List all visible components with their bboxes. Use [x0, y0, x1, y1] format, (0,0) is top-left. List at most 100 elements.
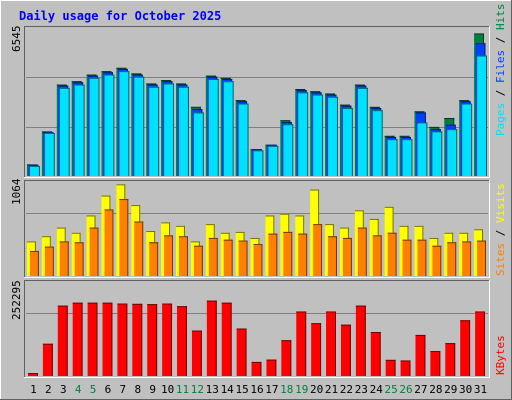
legend-hits: Hits — [494, 4, 507, 31]
bar-kbytes — [326, 311, 336, 376]
bar-sites — [104, 209, 114, 276]
bar-pages — [357, 87, 368, 176]
bar-pages — [313, 94, 324, 176]
legend-sep-2: / — [494, 37, 507, 44]
bar-pages — [134, 76, 145, 176]
bar-pages — [387, 139, 398, 176]
bar-sites — [238, 240, 248, 276]
day-labels: 1 2 3 4 5 6 7 8 9 10 11 12 13 14 15 16 17 18 19 20 21 22 23 24 2… — [30, 383, 487, 396]
bar-pages — [193, 112, 204, 176]
bar-sites — [74, 242, 84, 276]
bar-pages — [342, 107, 353, 176]
bar-pages — [447, 129, 458, 176]
day-label: 22 — [340, 383, 353, 396]
bar-kbytes — [370, 332, 381, 376]
bar-kbytes — [445, 343, 456, 376]
bar-kbytes — [191, 330, 202, 376]
day-label: 8 — [134, 383, 141, 396]
day-label: 3 — [60, 383, 67, 396]
day-label: 14 — [221, 383, 235, 396]
bar-pages — [59, 87, 70, 176]
day-label: 11 — [176, 383, 189, 396]
bar-kbytes — [72, 302, 83, 376]
legend-files: Files — [494, 50, 507, 83]
day-label: 1 — [30, 383, 37, 396]
hits-legend: Pages / Files / Hits — [494, 4, 507, 137]
bar-pages — [402, 139, 413, 176]
bar-sites — [149, 242, 159, 276]
bar-sites — [193, 245, 203, 276]
bar-sites — [44, 246, 54, 276]
bar-kbytes — [430, 351, 441, 376]
bar-kbytes — [355, 305, 366, 376]
day-label: 13 — [206, 383, 219, 396]
bar-kbytes — [266, 359, 277, 376]
bar-sites — [387, 232, 397, 276]
day-label: 25 — [385, 383, 398, 396]
bar-pages — [328, 96, 338, 176]
day-label: 24 — [370, 383, 384, 396]
day-label: 10 — [161, 383, 174, 396]
kbytes-panel — [24, 280, 490, 378]
bar-pages — [119, 71, 130, 176]
day-label: 19 — [295, 383, 308, 396]
bar-sites — [328, 236, 337, 276]
bar-pages — [74, 84, 85, 176]
bar-kbytes — [42, 343, 53, 376]
legend-sites: Sites — [494, 243, 507, 276]
bar-sites — [477, 240, 486, 276]
day-label: 27 — [414, 383, 427, 396]
bar-sites — [179, 236, 188, 276]
bar-pages — [179, 86, 189, 176]
bar-sites — [372, 235, 382, 276]
bar-sites — [253, 244, 263, 276]
bar-sites — [164, 235, 174, 276]
bar-pages — [89, 77, 100, 176]
bar-sites — [417, 239, 427, 276]
bar-kbytes — [28, 373, 38, 376]
bar-pages — [432, 131, 443, 176]
bar-pages — [223, 81, 234, 176]
hits-ymax-label: 6545 — [10, 26, 23, 53]
chart-title: Daily usage for October 2025 — [19, 9, 221, 23]
day-label: 4 — [75, 383, 82, 396]
bar-sites — [119, 199, 129, 276]
bar-kbytes — [221, 302, 232, 376]
bar-sites — [208, 237, 218, 276]
bar-kbytes — [340, 324, 351, 376]
bar-sites — [298, 233, 308, 276]
bar-sites — [313, 224, 323, 276]
bar-pages — [477, 55, 487, 176]
legend-pages: Pages — [494, 103, 507, 136]
day-label: 15 — [235, 383, 248, 396]
bar-pages — [208, 78, 219, 176]
bar-pages — [238, 103, 249, 176]
day-label: 5 — [90, 383, 97, 396]
visits-ymax-label: 1064 — [10, 178, 23, 205]
bar-kbytes — [281, 340, 292, 376]
bar-kbytes — [162, 303, 173, 376]
bar-kbytes — [117, 303, 128, 376]
bar-sites — [59, 241, 69, 276]
bar-sites — [447, 242, 457, 276]
day-label: 18 — [280, 383, 293, 396]
bar-pages — [253, 150, 264, 176]
bar-kbytes — [236, 328, 247, 376]
bar-pages — [104, 74, 115, 176]
bar-pages — [30, 165, 40, 176]
bar-pages — [462, 103, 473, 176]
day-label: 9 — [149, 383, 156, 396]
bar-sites — [30, 250, 39, 276]
panel-area — [24, 280, 490, 378]
day-label: 23 — [355, 383, 368, 396]
bar-pages — [417, 122, 428, 176]
legend-sep-3: / — [494, 230, 507, 237]
legend-sep-1: / — [494, 90, 507, 97]
bar-kbytes — [87, 302, 98, 376]
day-label: 26 — [399, 383, 412, 396]
bar-kbytes — [385, 359, 396, 376]
bar-kbytes — [102, 302, 113, 376]
bar-pages — [268, 145, 279, 176]
bar-pages — [283, 124, 294, 176]
